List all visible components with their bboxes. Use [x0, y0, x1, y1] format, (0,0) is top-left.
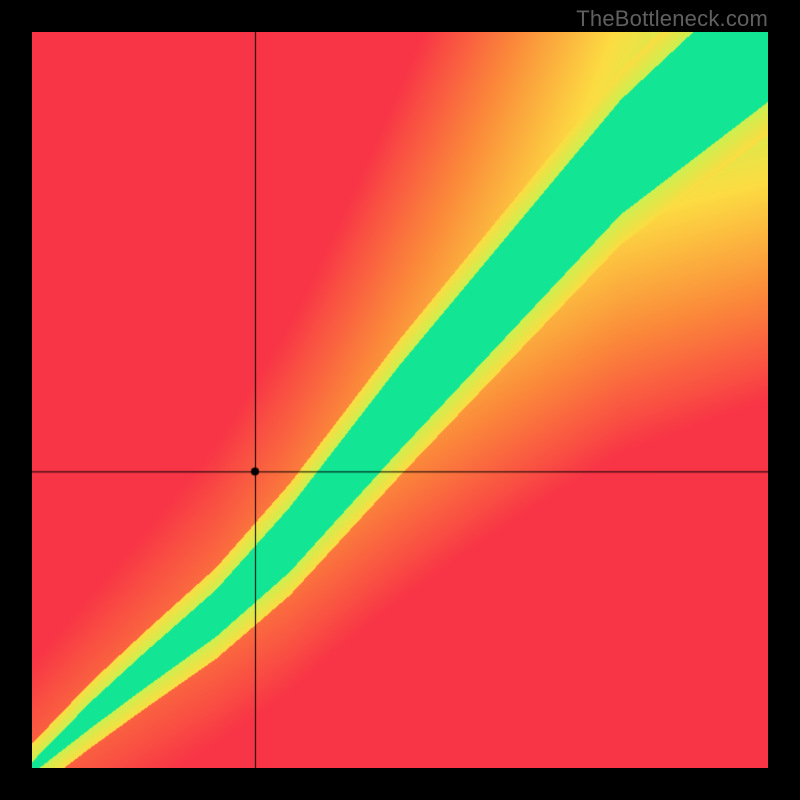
bottleneck-heatmap	[32, 32, 768, 768]
watermark-text: TheBottleneck.com	[576, 6, 768, 32]
chart-container: TheBottleneck.com	[0, 0, 800, 800]
